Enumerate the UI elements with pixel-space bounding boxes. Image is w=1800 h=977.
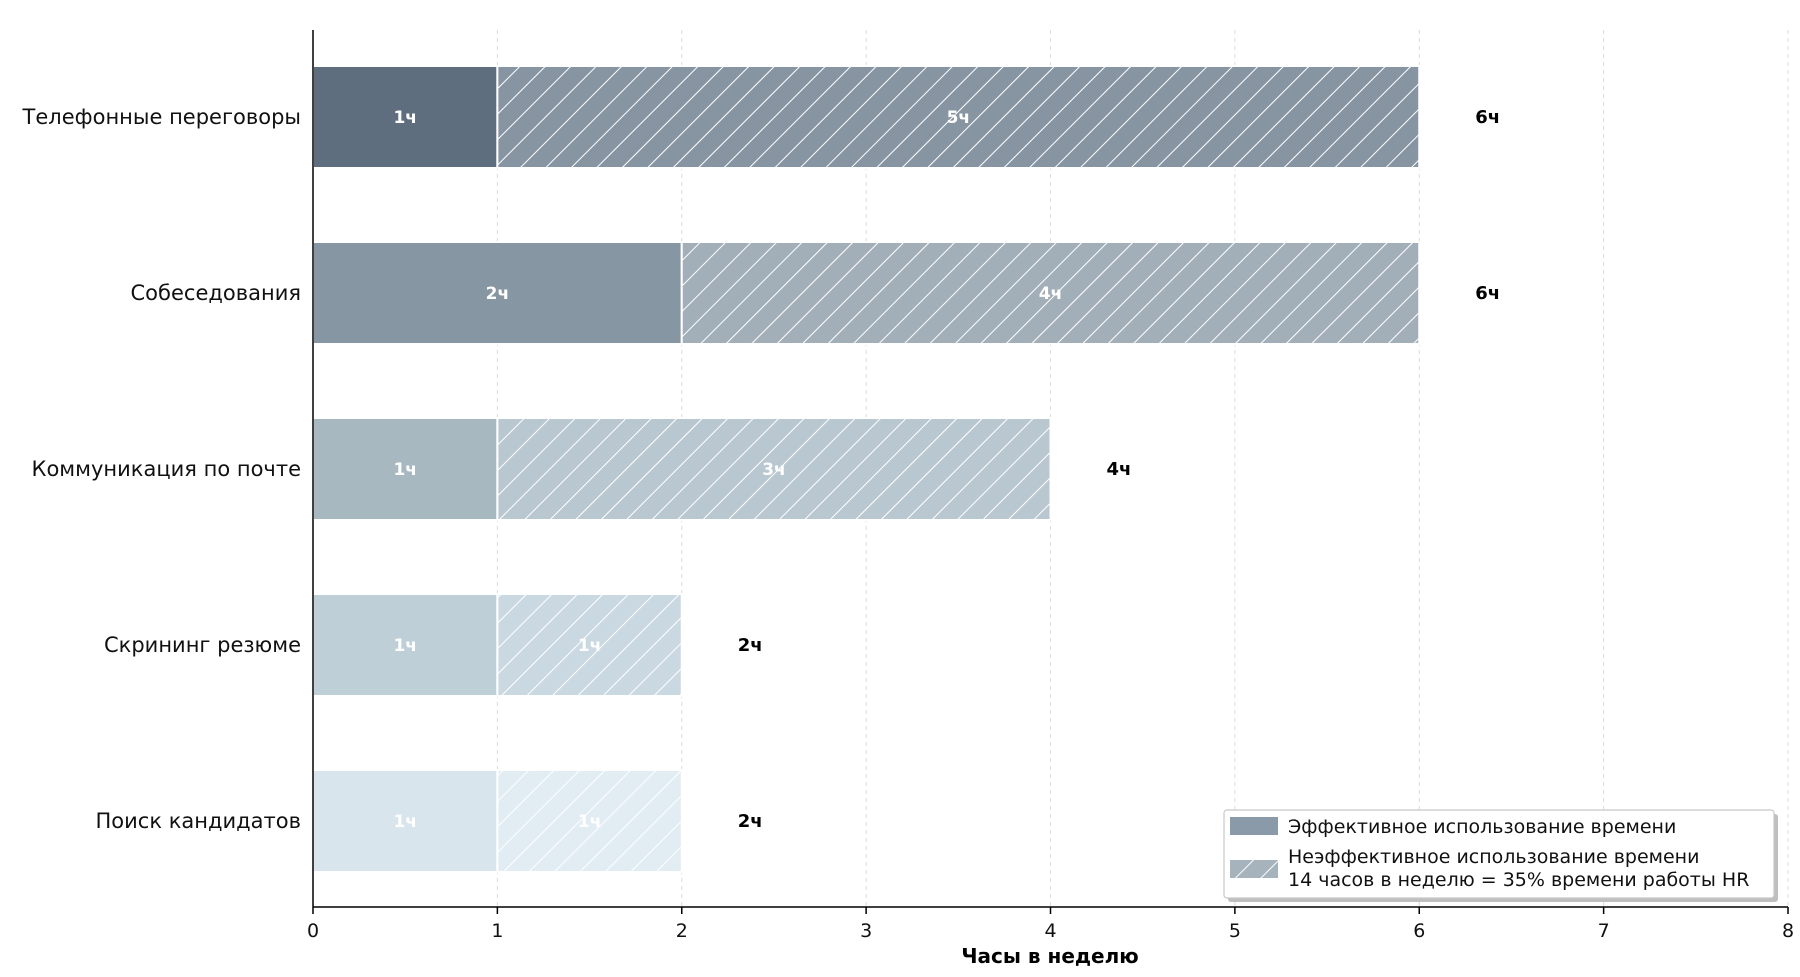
category-label: Поиск кандидатов [96, 809, 302, 833]
category-label: Коммуникация по почте [32, 457, 301, 481]
total-label: 6ч [1475, 283, 1500, 304]
legend-swatch-ineffective [1230, 860, 1278, 878]
category-labels: Телефонные переговоры Собеседования Коммун… [22, 105, 301, 833]
category-label: Собеседования [131, 281, 301, 305]
legend-swatch-effective [1230, 817, 1278, 835]
x-axis-ticks: 0 1 2 3 4 5 6 7 8 [307, 907, 1794, 942]
bars [312, 65, 1421, 873]
segment-label-ineffective: 1ч [578, 636, 602, 656]
total-label: 2ч [738, 811, 763, 832]
bar-effective [312, 417, 499, 521]
segment-label-effective: 1ч [393, 636, 417, 656]
segment-label-ineffective: 5ч [947, 108, 971, 128]
legend-label-ineffective-line2: 14 часов в неделю = 35% времени работы H… [1288, 869, 1749, 891]
x-tick-label: 2 [676, 920, 688, 942]
total-labels: 6ч 6ч 4ч 2ч 2ч [738, 107, 1500, 832]
x-tick-label: 6 [1413, 920, 1425, 942]
segment-labels: 1ч 5ч 2ч 4ч 1ч 3ч 1ч 1ч 1ч 1ч [393, 108, 1062, 832]
bar-ineffective [680, 241, 1421, 345]
segment-label-effective: 1ч [393, 812, 417, 832]
segment-label-effective: 2ч [486, 284, 510, 304]
x-tick-label: 3 [860, 920, 872, 942]
segment-label-ineffective: 4ч [1039, 284, 1063, 304]
segment-label-effective: 1ч [393, 460, 417, 480]
x-axis-title: Часы в неделю [961, 944, 1138, 968]
legend: Эффективное использование времени Неэффе… [1223, 809, 1778, 902]
x-tick-label: 1 [491, 920, 503, 942]
bar-effective [312, 769, 499, 873]
bar-ineffective [496, 417, 1052, 521]
x-tick-label: 7 [1598, 920, 1610, 942]
segment-label-ineffective: 1ч [578, 812, 602, 832]
total-label: 6ч [1475, 107, 1500, 128]
grid-lines [496, 30, 1789, 907]
category-label: Скрининг резюме [104, 633, 301, 657]
legend-box [1223, 809, 1775, 899]
bar-ineffective [496, 769, 683, 873]
bar-ineffective [496, 593, 683, 697]
bar-ineffective [496, 65, 1421, 169]
segment-label-effective: 1ч [393, 108, 417, 128]
segment-label-ineffective: 3ч [762, 460, 786, 480]
x-tick-label: 8 [1782, 920, 1794, 942]
x-tick-label: 5 [1229, 920, 1241, 942]
legend-label-effective: Эффективное использование времени [1288, 816, 1676, 838]
x-tick-label: 0 [307, 920, 319, 942]
bar-effective [312, 65, 499, 169]
total-label: 4ч [1107, 459, 1132, 480]
x-tick-label: 4 [1044, 920, 1056, 942]
category-label: Телефонные переговоры [22, 105, 301, 129]
legend-label-ineffective-line1: Неэффективное использование времени [1288, 846, 1699, 868]
total-label: 2ч [738, 635, 763, 656]
